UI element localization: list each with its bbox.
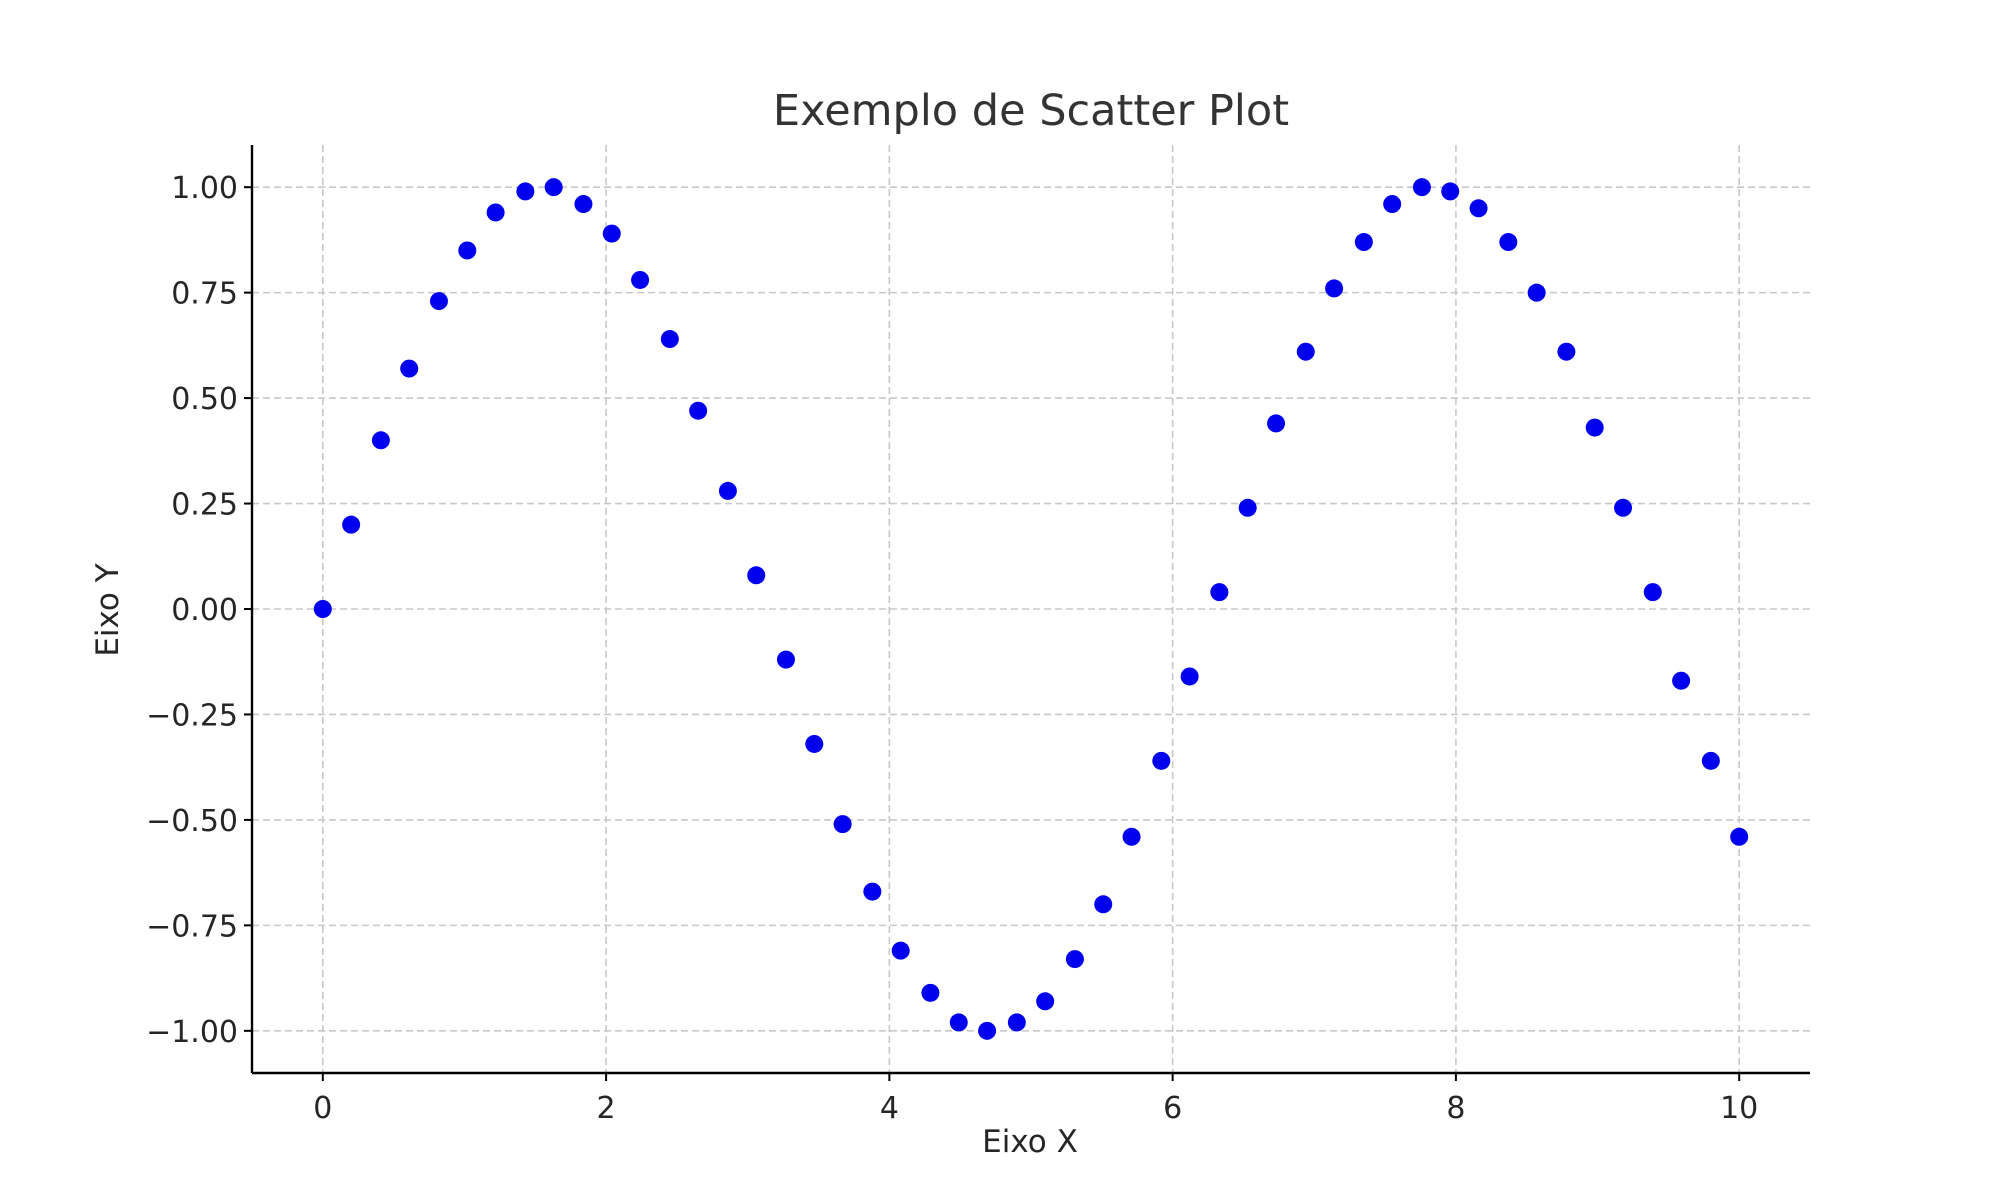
y-tick-label: 0.50 <box>171 382 238 417</box>
data-point <box>1325 279 1344 298</box>
ticks-layer: 0 2 4 6 8 10 1.00 0.75 0.50 0.25 0.00 −0.25 −0.50 −0.… <box>146 171 1758 1126</box>
data-point <box>747 566 766 585</box>
y-tick-label: −0.50 <box>146 804 238 839</box>
data-point <box>574 195 593 214</box>
data-point <box>1122 827 1141 846</box>
x-tick-label: 2 <box>597 1091 616 1126</box>
data-point <box>776 650 795 669</box>
x-axis-title: Eixo X <box>982 1124 1078 1160</box>
x-tick-label: 10 <box>1720 1091 1758 1126</box>
data-point <box>660 330 679 349</box>
data-point <box>602 224 621 243</box>
data-point <box>1065 950 1084 969</box>
data-point <box>805 734 824 753</box>
data-point <box>949 1013 968 1032</box>
data-point <box>1354 233 1373 252</box>
y-tick-label: 1.00 <box>171 171 238 206</box>
y-tick-label: −1.00 <box>146 1015 238 1050</box>
data-point <box>1585 418 1604 437</box>
data-point <box>1441 182 1460 201</box>
y-tick-label: 0.00 <box>171 593 238 628</box>
data-point <box>371 431 390 450</box>
data-point <box>1007 1013 1026 1032</box>
data-point <box>863 882 882 901</box>
data-point <box>1152 751 1171 770</box>
grid-layer <box>252 145 1810 1073</box>
data-point <box>1180 667 1199 686</box>
x-tick-label: 0 <box>313 1091 332 1126</box>
data-point <box>400 359 419 378</box>
data-point <box>1036 992 1055 1011</box>
chart-title: Exemplo de Scatter Plot <box>773 86 1289 136</box>
data-point <box>1557 342 1576 361</box>
data-point <box>1469 199 1488 218</box>
y-tick-label: −0.75 <box>146 909 238 944</box>
data-point <box>1412 178 1431 197</box>
data-point <box>1210 583 1229 602</box>
data-point <box>1094 895 1113 914</box>
data-point <box>544 178 563 197</box>
data-point <box>689 401 708 420</box>
data-point <box>429 292 448 311</box>
data-point <box>978 1021 997 1040</box>
data-point <box>1267 414 1286 433</box>
data-point <box>1527 283 1546 302</box>
data-point <box>458 241 477 260</box>
data-point <box>833 815 852 834</box>
data-point <box>891 941 910 960</box>
data-point <box>1643 583 1662 602</box>
x-tick-label: 6 <box>1163 1091 1182 1126</box>
y-tick-label: −0.25 <box>146 698 238 733</box>
data-point <box>921 983 940 1002</box>
y-tick-label: 0.75 <box>171 277 238 312</box>
data-point <box>718 481 737 500</box>
data-point <box>1238 498 1257 517</box>
data-point <box>1730 827 1749 846</box>
data-point <box>631 270 650 289</box>
data-point <box>342 515 361 534</box>
data-point <box>1499 233 1518 252</box>
data-point <box>1672 671 1691 690</box>
data-point <box>1296 342 1315 361</box>
y-tick-label: 0.25 <box>171 488 238 523</box>
data-point <box>486 203 505 222</box>
x-tick-label: 4 <box>880 1091 899 1126</box>
points-layer <box>313 178 1749 1040</box>
data-point <box>313 600 332 618</box>
x-tick-label: 8 <box>1446 1091 1465 1126</box>
data-point <box>516 182 535 201</box>
data-point <box>1614 498 1633 517</box>
data-point <box>1383 195 1402 214</box>
data-point <box>1701 751 1720 770</box>
y-axis-title: Eixo Y <box>90 563 126 656</box>
